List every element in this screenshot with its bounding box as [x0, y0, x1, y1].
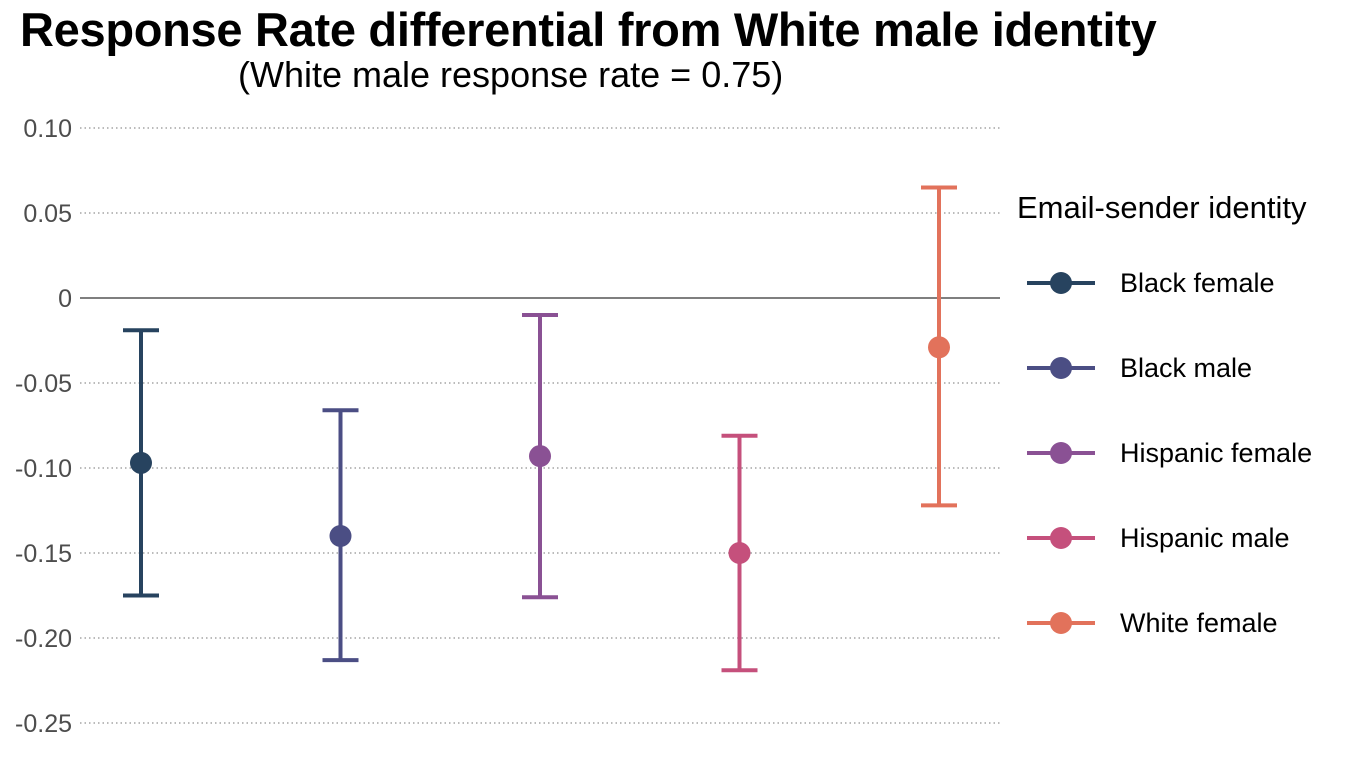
error-bar-hispanic-female: [522, 313, 558, 600]
error-bar-hispanic-male: [721, 433, 758, 673]
error-bar-black-male: [322, 408, 359, 663]
y-tick-label: -0.10: [15, 455, 72, 483]
legend-key-dot: [1050, 357, 1072, 379]
legend-key-dot: [1050, 612, 1072, 634]
point-estimate: [928, 336, 950, 359]
legend-label: Hispanic female: [1120, 438, 1312, 468]
legend-item: Black male: [1027, 353, 1252, 383]
error-bar-marks: [123, 185, 957, 673]
y-tick-label: 0.05: [23, 200, 72, 228]
point-estimate: [130, 451, 152, 474]
y-tick-label: 0.10: [23, 115, 72, 143]
legend-item: Hispanic female: [1027, 438, 1312, 468]
y-tick-label: -0.25: [15, 710, 72, 738]
point-estimate: [529, 445, 551, 468]
legend-label: Black male: [1120, 353, 1252, 383]
chart-subtitle: (White male response rate = 0.75): [238, 54, 784, 95]
y-tick-label: 0: [58, 285, 72, 313]
legend-key-dot: [1050, 442, 1072, 464]
legend-label: Black female: [1120, 268, 1275, 298]
legend-key-dot: [1050, 527, 1072, 549]
legend-title: Email-sender identity: [1017, 190, 1307, 225]
y-axis-ticks: 0.10 0.05 0 -0.05 -0.10 -0.15 -0.20 -0.25: [15, 115, 72, 738]
y-tick-label: -0.20: [15, 625, 72, 653]
legend-item: Hispanic male: [1027, 523, 1290, 553]
y-tick-label: -0.15: [15, 540, 72, 568]
legend-item: White female: [1027, 608, 1278, 638]
legend-label: Hispanic male: [1120, 523, 1290, 553]
legend-key-dot: [1050, 272, 1072, 294]
legend-label: White female: [1120, 608, 1278, 638]
legend: Email-sender identity Black female Black …: [1017, 190, 1312, 638]
chart-title: Response Rate differential from White ma…: [20, 3, 1157, 56]
error-bar-white-female: [921, 185, 957, 508]
point-estimate: [728, 542, 751, 564]
error-bar-black-female: [123, 328, 159, 598]
legend-item: Black female: [1027, 268, 1275, 298]
point-estimate: [329, 525, 352, 547]
y-tick-label: -0.05: [15, 370, 72, 398]
